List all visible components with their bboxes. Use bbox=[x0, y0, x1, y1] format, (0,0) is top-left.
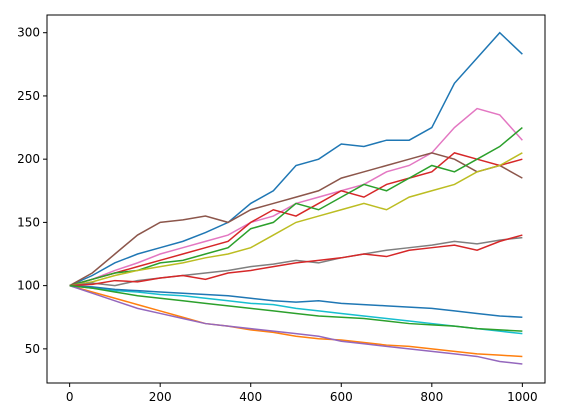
series-line bbox=[69, 126, 523, 287]
series-line bbox=[69, 152, 523, 287]
x-tick-label: 1000 bbox=[507, 390, 538, 404]
series-line bbox=[69, 152, 523, 287]
y-tick-label: 50 bbox=[25, 342, 40, 356]
x-tick-label: 800 bbox=[420, 390, 443, 404]
x-tick-label: 600 bbox=[330, 390, 353, 404]
y-tick-label: 250 bbox=[17, 89, 40, 103]
y-tick-label: 300 bbox=[17, 26, 40, 40]
series-line bbox=[69, 234, 523, 287]
x-tick-label: 200 bbox=[149, 390, 172, 404]
x-tick-label: 400 bbox=[239, 390, 262, 404]
series-line bbox=[69, 31, 523, 287]
plot-frame bbox=[46, 14, 546, 384]
x-tick-label: 0 bbox=[66, 390, 74, 404]
series-line bbox=[69, 236, 523, 287]
y-tick-label: 100 bbox=[17, 279, 40, 293]
series-line bbox=[69, 284, 523, 358]
y-tick-label: 200 bbox=[17, 152, 40, 166]
series-line bbox=[69, 284, 523, 318]
series-line bbox=[69, 284, 523, 365]
y-tick-label: 150 bbox=[17, 215, 40, 229]
series-line bbox=[69, 284, 523, 332]
series-line bbox=[69, 152, 523, 287]
